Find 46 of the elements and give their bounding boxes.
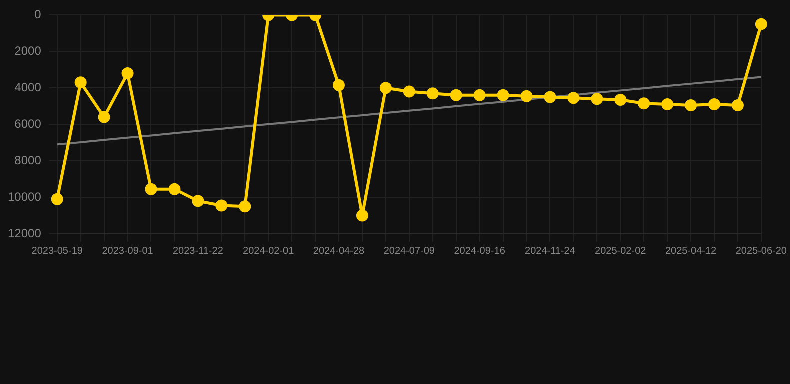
point	[239, 200, 252, 213]
point	[332, 79, 345, 92]
point	[685, 99, 698, 112]
point	[638, 98, 650, 110]
x-tick-label: 2024-11-24	[524, 246, 576, 257]
x-tick-label: 2024-07-09	[384, 246, 436, 257]
x-tick-label: 2023-11-22	[172, 246, 224, 257]
y-tick-label: 2000	[14, 44, 42, 58]
point	[732, 99, 744, 112]
point	[51, 193, 64, 206]
x-tick-label: 2025-04-12	[665, 246, 718, 257]
y-tick-label: 12000	[8, 226, 42, 240]
point	[662, 98, 674, 111]
point	[122, 68, 134, 80]
point	[450, 89, 462, 102]
point	[474, 89, 486, 102]
y-tick-label: 6000	[14, 116, 42, 131]
point	[356, 210, 368, 222]
point	[98, 111, 110, 124]
x-tick-label: 2025-06-20	[736, 246, 788, 257]
y-tick-label: 8000	[14, 153, 42, 168]
point	[591, 93, 604, 106]
point	[168, 183, 181, 196]
y-tick-label: 10000	[8, 190, 42, 204]
point	[497, 89, 510, 102]
x-tick-label: 2023-09-01	[102, 246, 154, 257]
x-tick-label: 2024-02-01	[243, 246, 295, 257]
point	[708, 98, 720, 111]
point	[145, 183, 158, 196]
point	[544, 91, 556, 104]
point	[426, 88, 439, 100]
point	[380, 82, 392, 94]
x-tick-label: 2024-04-28	[313, 246, 366, 257]
x-tick-label: 2023-05-19	[32, 246, 84, 257]
point	[520, 90, 533, 102]
point	[614, 94, 627, 106]
point	[216, 200, 228, 212]
x-tick-label: 2024-09-16	[454, 246, 506, 257]
point	[74, 76, 87, 89]
y-tick-label: 0	[34, 8, 42, 22]
x-tick-label: 2025-02-02	[595, 246, 647, 257]
y-tick-label: 4000	[14, 80, 42, 94]
point	[403, 86, 416, 98]
point	[755, 18, 768, 30]
point	[192, 195, 204, 208]
point	[568, 92, 580, 104]
